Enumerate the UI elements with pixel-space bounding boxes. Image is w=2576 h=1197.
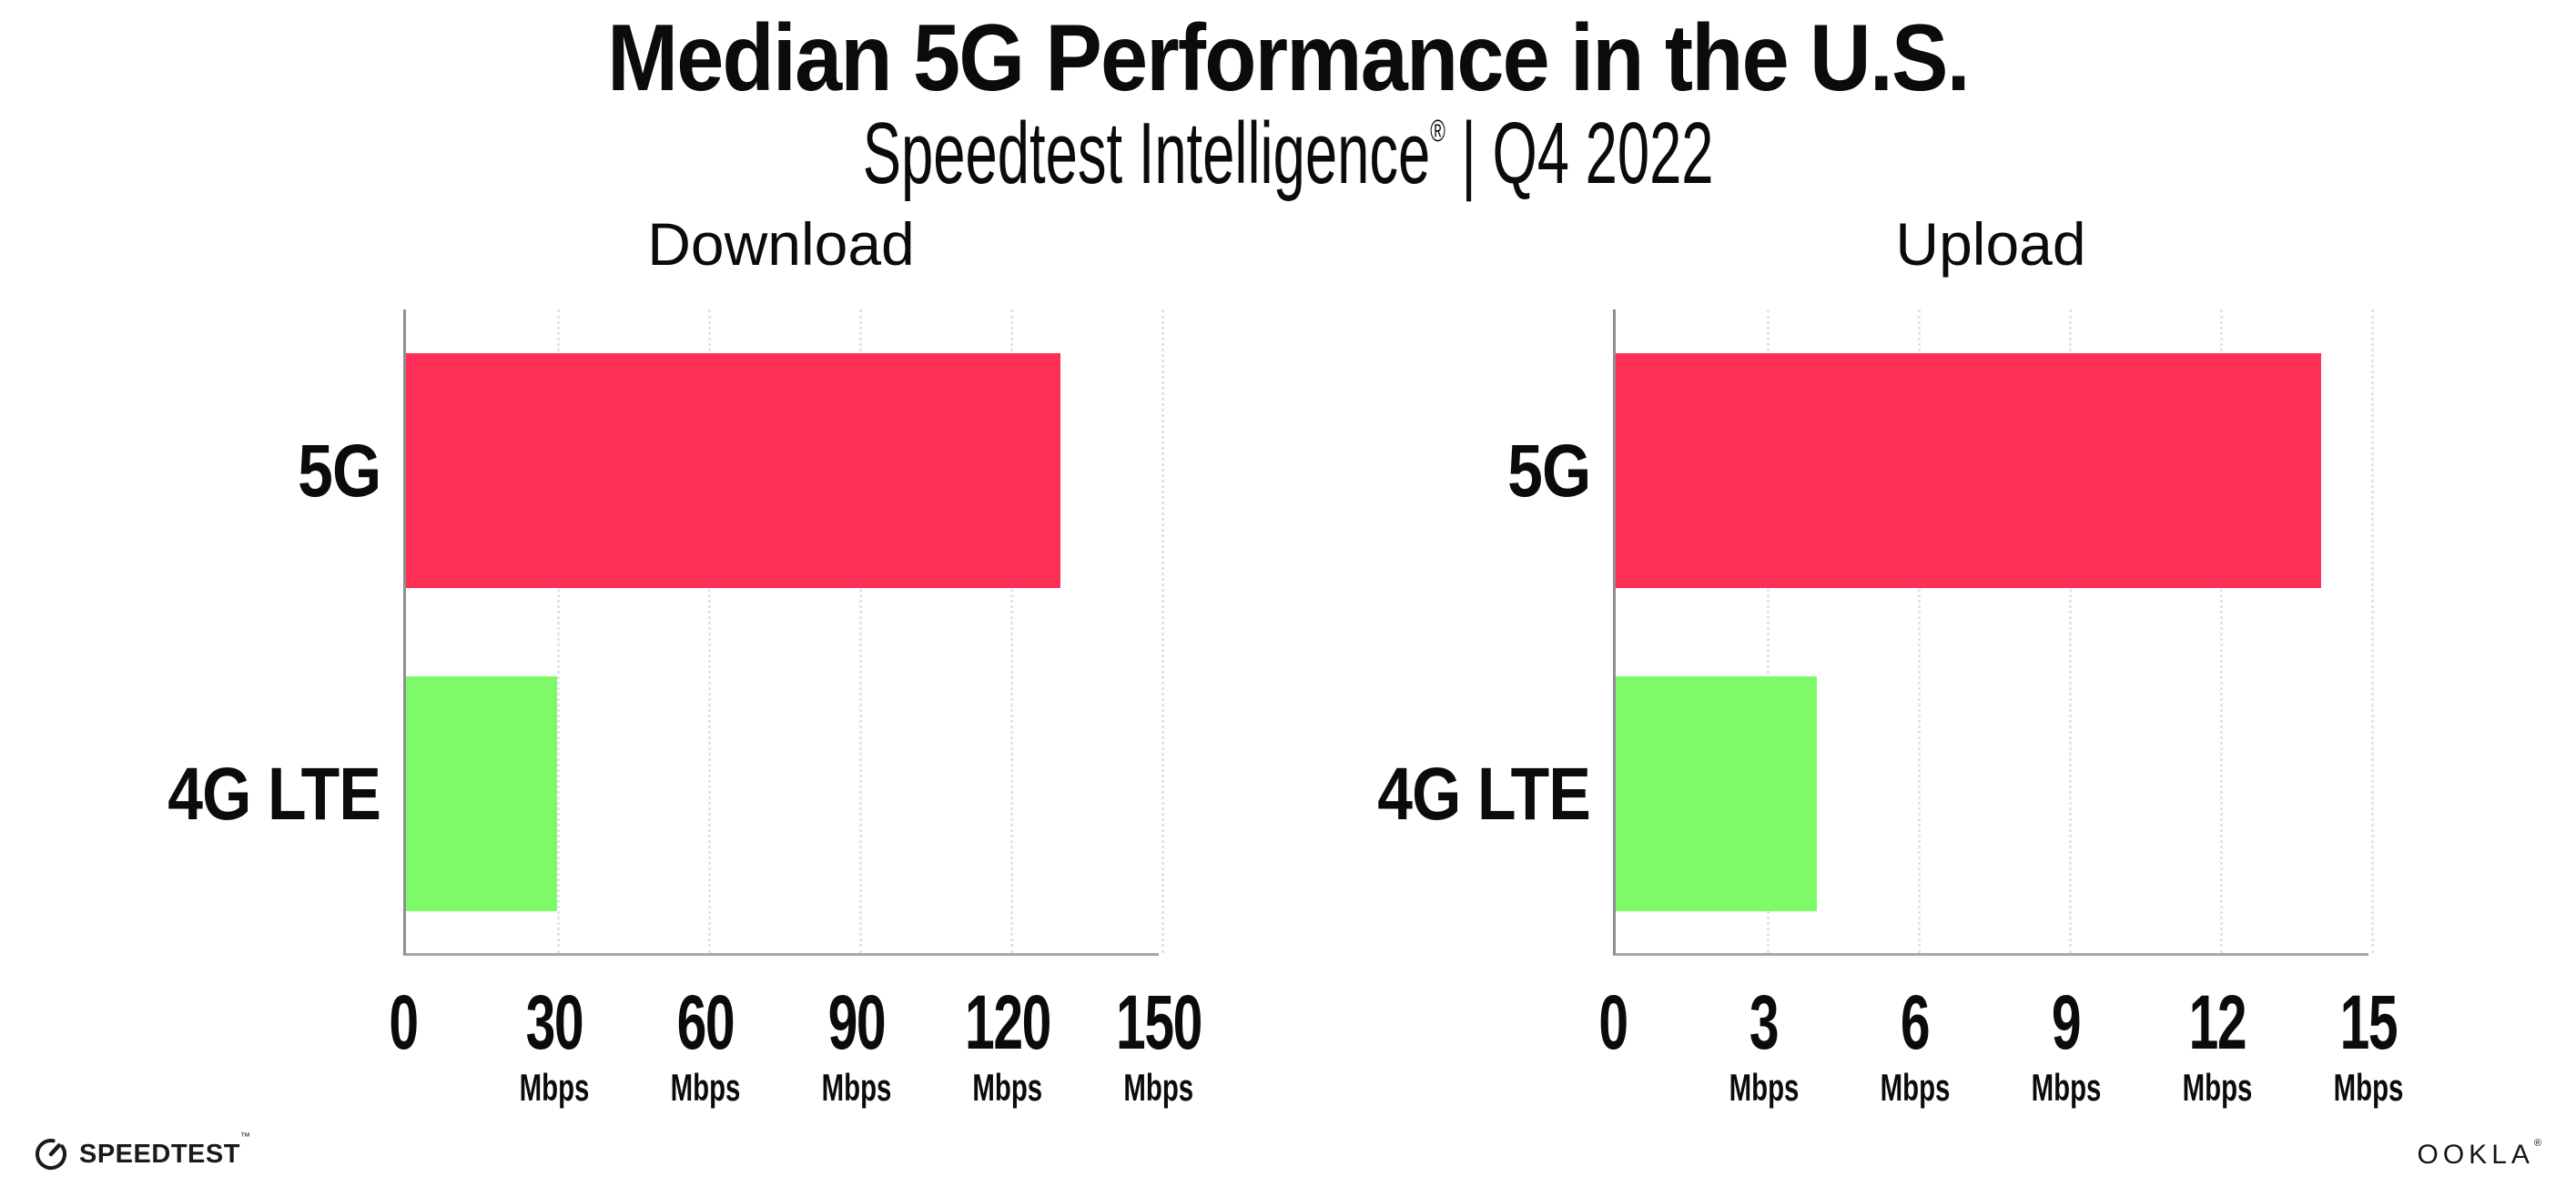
x-tick-6: 6 Mbps [1865, 979, 1965, 1109]
x-tick-value: 30 [525, 979, 584, 1065]
x-tick-unit: Mbps [2031, 1065, 2102, 1109]
bar-5g [1616, 353, 2321, 588]
category-label-5g: 5G [297, 429, 381, 512]
ookla-logo: OOKLA ® [2417, 1138, 2541, 1171]
plot-area [1613, 309, 2374, 956]
x-tick-60: 60 Mbps [655, 979, 756, 1109]
subtitle-period: | Q4 2022 [1445, 105, 1714, 203]
ookla-wordmark: OOKLA [2417, 1140, 2534, 1170]
x-tick-150: 150 Mbps [1098, 979, 1220, 1109]
gridline [708, 309, 711, 953]
bar-4g-lte [1616, 676, 1818, 911]
category-label-4g-lte: 4G LTE [1377, 752, 1591, 836]
x-tick-value: 60 [676, 979, 735, 1065]
chart-title: Download [647, 210, 915, 278]
gauge-needle [48, 1143, 62, 1157]
category-label-5g: 5G [1506, 429, 1591, 512]
gridline [1161, 309, 1164, 953]
x-axis-ticks: 0 30 Mbps 60 Mbps 90 Mbps 120 Mbps 150 Mbps [389, 979, 1202, 1169]
category-labels: 5G 4G LTE [1310, 309, 1591, 956]
x-tick-value: 150 [1116, 979, 1202, 1065]
x-tick-0: 0 [383, 979, 424, 1065]
x-tick-value: 90 [827, 979, 887, 1065]
x-tick-0: 0 [1593, 979, 1634, 1065]
gridline [2220, 309, 2223, 953]
ookla-registered-mark: ® [2533, 1138, 2541, 1149]
bar-5g [406, 353, 1061, 588]
x-tick-120: 120 Mbps [947, 979, 1069, 1109]
gridline [2371, 309, 2374, 953]
x-tick-12: 12 Mbps [2167, 979, 2267, 1109]
x-tick-90: 90 Mbps [806, 979, 907, 1109]
registered-mark: ® [1430, 114, 1445, 149]
x-tick-unit: Mbps [519, 1065, 590, 1109]
page-title-text: Median 5G Performance in the U.S. [607, 5, 1971, 111]
speedtest-logo: SPEEDTEST™ [33, 1131, 250, 1176]
x-tick-3: 3 Mbps [1714, 979, 1814, 1109]
x-tick-value: 120 [965, 979, 1051, 1065]
chart-title: Upload [1895, 210, 2086, 278]
x-tick-unit: Mbps [821, 1065, 892, 1109]
x-tick-value: 12 [2188, 979, 2247, 1065]
header: Median 5G Performance in the U.S. Speedt… [0, 0, 2576, 198]
category-labels: 5G 4G LTE [100, 309, 381, 956]
page-subtitle-text: Speedtest Intelligence® | Q4 2022 [863, 110, 1714, 198]
x-tick-15: 15 Mbps [2318, 979, 2419, 1109]
x-tick-unit: Mbps [1123, 1065, 1194, 1109]
x-tick-value: 3 [1749, 979, 1780, 1065]
x-tick-value: 15 [2339, 979, 2399, 1065]
trademark-mark: ™ [239, 1131, 251, 1142]
gridline [557, 309, 560, 953]
page-subtitle: Speedtest Intelligence® | Q4 2022 [0, 110, 2576, 198]
x-tick-value: 9 [2052, 979, 2082, 1065]
bar-4g-lte [406, 676, 557, 911]
x-tick-unit: Mbps [972, 1065, 1043, 1109]
download-chart: Download 5G 4G LTE 0 30 Mbps 60 Mbps 90 Mbps 120 Mb… [100, 210, 1202, 1176]
speedtest-label: SPEEDTEST [79, 1139, 240, 1169]
page-title: Median 5G Performance in the U.S. [0, 5, 2576, 111]
x-axis-ticks: 0 3 Mbps 6 Mbps 9 Mbps 12 Mbps 15 Mbps [1598, 979, 2403, 1169]
gridline [2069, 309, 2072, 953]
category-label-4g-lte: 4G LTE [167, 752, 381, 836]
gridline [1918, 309, 1921, 953]
upload-chart: Upload 5G 4G LTE 0 3 Mbps 6 Mbps 9 Mbps 12 Mbps 15 Mb… [1310, 210, 2403, 1176]
x-tick-value: 0 [389, 979, 419, 1065]
x-tick-unit: Mbps [2182, 1065, 2253, 1109]
x-tick-9: 9 Mbps [2016, 979, 2116, 1109]
x-tick-unit: Mbps [1880, 1065, 1951, 1109]
x-tick-unit: Mbps [670, 1065, 741, 1109]
subtitle-brand: Speedtest Intelligence [862, 105, 1431, 203]
x-tick-30: 30 Mbps [504, 979, 604, 1109]
speedtest-gauge-icon [35, 1139, 66, 1170]
x-tick-unit: Mbps [2333, 1065, 2404, 1109]
x-tick-value: 0 [1598, 979, 1628, 1065]
plot-area [403, 309, 1164, 956]
x-tick-unit: Mbps [1729, 1065, 1800, 1109]
gridline [859, 309, 862, 953]
speedtest-wordmark: SPEEDTEST™ [79, 1131, 250, 1170]
gridline [1010, 309, 1013, 953]
gridline [1767, 309, 1770, 953]
x-tick-value: 6 [1901, 979, 1931, 1065]
